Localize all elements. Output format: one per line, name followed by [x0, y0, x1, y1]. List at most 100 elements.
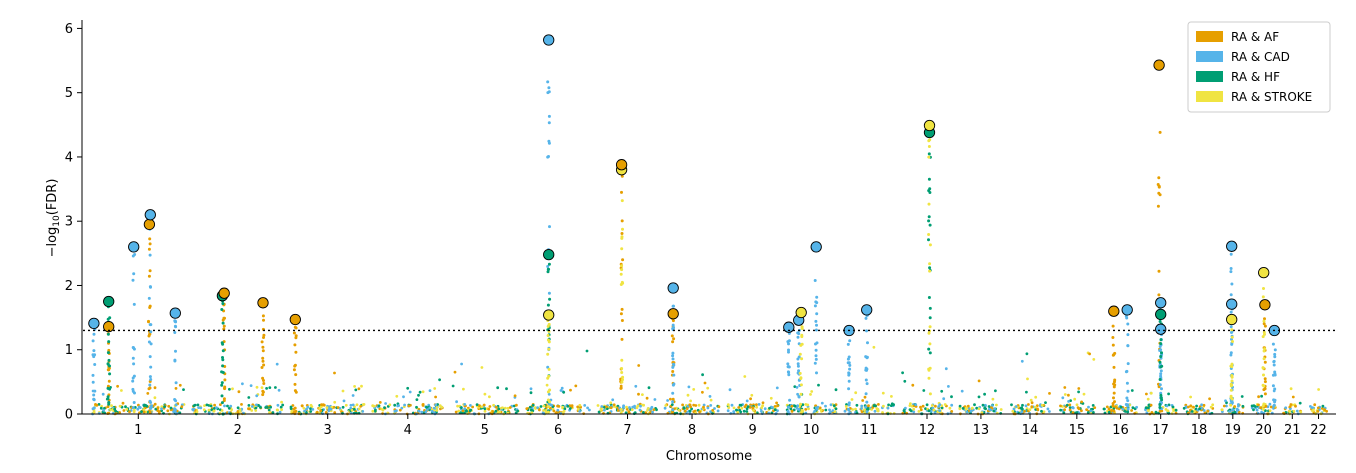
peak-column-point [814, 354, 818, 358]
legend-swatch [1196, 31, 1223, 42]
snp-point [247, 404, 251, 407]
x-tick-label: 21 [1284, 423, 1301, 438]
snp-point [887, 403, 890, 407]
snp-point [311, 408, 315, 411]
peak-column-point [927, 409, 931, 413]
peak-column-point [620, 367, 624, 370]
snp-point [302, 406, 306, 410]
peak-column-point [1262, 357, 1266, 361]
snp-point [434, 403, 438, 407]
peak-column-point [1112, 353, 1116, 357]
snp-point [137, 405, 141, 409]
snp-point [153, 402, 157, 406]
snp-point [1107, 407, 1111, 411]
snp-point [760, 409, 763, 413]
snp-point [250, 405, 254, 408]
peak-column-point [787, 350, 790, 354]
snp-point [921, 404, 925, 408]
peak-column-point [1112, 365, 1116, 369]
peak-column-point [815, 295, 819, 299]
snp-point [424, 410, 428, 414]
peak-column-point [173, 398, 177, 401]
peak-column-point [787, 365, 791, 369]
snp-point [1087, 405, 1090, 409]
snp-point [824, 404, 827, 408]
snp-point [757, 403, 761, 406]
snp-point [254, 409, 258, 412]
peak-column-point [865, 382, 869, 386]
snp-point [739, 403, 743, 407]
snp-point [889, 404, 893, 407]
snp-point [529, 387, 533, 391]
peak-column-point [1262, 287, 1265, 290]
peak-column-point [131, 387, 135, 391]
snp-point [1028, 408, 1032, 412]
snp-point [469, 404, 472, 407]
snp-point [646, 407, 650, 410]
snp-point [380, 407, 383, 411]
snp-point [395, 394, 399, 398]
snp-point [843, 409, 847, 413]
peak-column-point [221, 302, 225, 306]
lead-snp-marker [543, 248, 555, 261]
peak-column-point [671, 323, 675, 327]
peak-column-point [1272, 363, 1276, 367]
snp-point [1264, 409, 1267, 413]
snp-point [306, 405, 310, 409]
snp-point [942, 397, 946, 401]
snp-point [728, 388, 732, 392]
snp-point [688, 403, 692, 407]
lead-snp-marker [615, 159, 628, 171]
snp-point [886, 406, 890, 410]
peak-column-point [1159, 365, 1163, 369]
data-points-layer [91, 345, 1328, 416]
snp-point [1149, 403, 1153, 407]
snp-point [92, 410, 96, 414]
x-tick-label: 17 [1152, 423, 1169, 438]
lead-snp-marker [1226, 298, 1238, 310]
peak-column-point [796, 362, 800, 366]
peak-column-point [546, 303, 550, 307]
snp-point [309, 403, 313, 407]
x-tick-label: 9 [748, 423, 756, 438]
peak-column-point [927, 376, 931, 380]
snp-point [1294, 404, 1297, 408]
peak-column-point [796, 331, 800, 335]
snp-point [247, 407, 250, 411]
peak-column-point [1229, 252, 1233, 256]
peak-column-point [1262, 388, 1266, 392]
peak-column-point [546, 410, 550, 414]
snp-point [534, 407, 537, 410]
snp-point [156, 406, 160, 410]
snp-point [1093, 406, 1097, 409]
peak-column-point [928, 262, 932, 266]
snp-point [1063, 386, 1067, 389]
snp-point [1063, 408, 1066, 412]
snp-point [948, 406, 952, 410]
snp-point [1080, 400, 1083, 404]
snp-point [876, 409, 880, 412]
lead-snp-marker [103, 295, 115, 308]
snp-point [231, 387, 234, 391]
snp-point [795, 386, 799, 389]
snp-point [215, 406, 218, 410]
peak-column-point [131, 356, 135, 360]
snp-point [1068, 408, 1072, 412]
peak-column-point [620, 190, 623, 194]
snp-point [973, 403, 976, 407]
lead-snp-marker [667, 308, 679, 320]
snp-point [1313, 403, 1317, 407]
x-tick-label: 6 [554, 423, 562, 438]
peak-column-point [260, 340, 264, 344]
snp-point [556, 408, 560, 412]
snp-point [1236, 408, 1240, 412]
snp-point [578, 403, 582, 407]
peak-column-point [1262, 322, 1266, 326]
peak-column-point [147, 296, 151, 300]
snp-point [460, 406, 463, 409]
snp-point [644, 411, 647, 415]
snp-point [969, 409, 973, 413]
snp-point [342, 399, 346, 403]
peak-column-point [671, 410, 674, 414]
peak-column-point [173, 409, 177, 413]
